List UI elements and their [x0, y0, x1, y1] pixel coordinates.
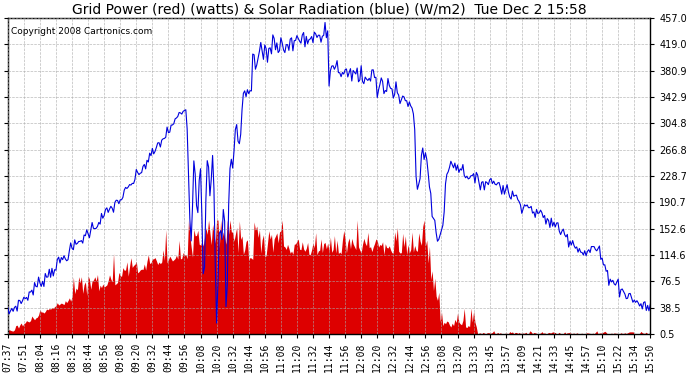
Text: Copyright 2008 Cartronics.com: Copyright 2008 Cartronics.com: [11, 27, 152, 36]
Title: Grid Power (red) (watts) & Solar Radiation (blue) (W/m2)  Tue Dec 2 15:58: Grid Power (red) (watts) & Solar Radiati…: [72, 3, 586, 17]
